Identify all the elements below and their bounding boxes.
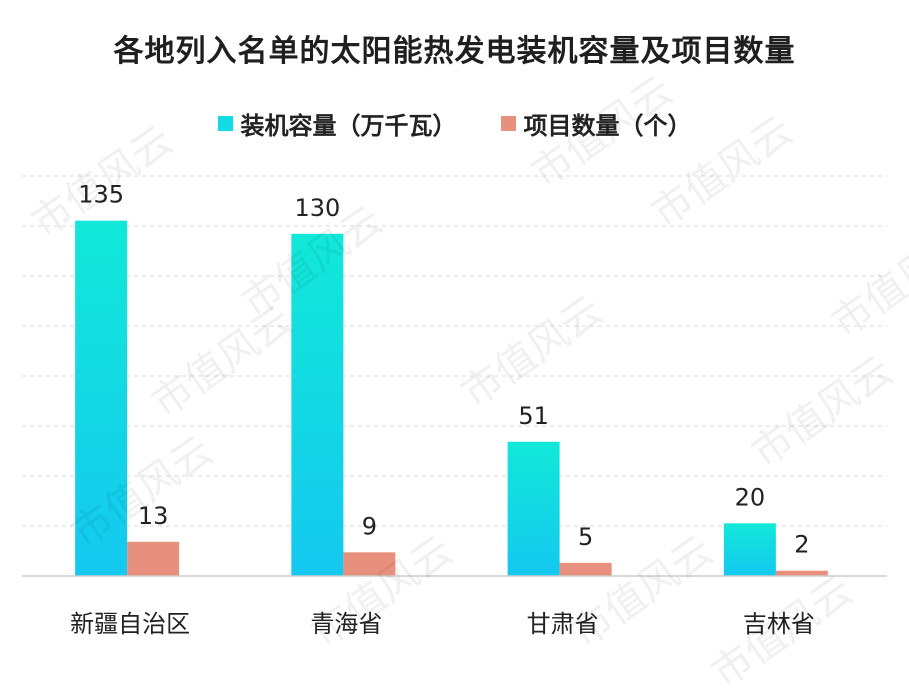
x-tick-label: 吉林省: [743, 610, 815, 638]
legend-label-count: 项目数量（个）: [523, 112, 692, 140]
label-project-count: 13: [138, 502, 169, 530]
label-project-count: 2: [794, 531, 809, 559]
bar-capacity: [75, 220, 128, 577]
bar-capacity: [723, 523, 776, 576]
label-capacity: 135: [78, 181, 124, 209]
legend-swatch-count: [500, 116, 516, 131]
bar-project-count: [559, 562, 612, 576]
legend: 装机容量（万千瓦） 项目数量（个）: [0, 106, 909, 141]
legend-label-capacity: 装机容量（万千瓦）: [240, 112, 457, 140]
label-capacity: 130: [294, 194, 340, 222]
legend-item-capacity: 装机容量（万千瓦）: [217, 106, 457, 141]
x-axis: 新疆自治区 青海省 甘肃省 吉林省: [22, 575, 887, 638]
x-tick-label: 青海省: [310, 610, 382, 638]
data-labels: 135 13 130 9 51 5 20 2: [78, 181, 809, 559]
plot-area: 135 13 130 9 51 5 20 2 新疆自治区 青海省 甘肃省 吉林省: [22, 175, 887, 638]
x-tick-label: 甘肃省: [527, 610, 599, 638]
label-project-count: 9: [362, 512, 377, 540]
bar-capacity: [291, 233, 344, 576]
legend-swatch-capacity: [217, 116, 233, 131]
chart-title: 各地列入名单的太阳能热发电装机容量及项目数量: [113, 34, 796, 69]
legend-item-count: 项目数量（个）: [500, 106, 692, 141]
bar-project-count: [775, 570, 828, 576]
bar-capacity: [507, 441, 560, 576]
bar-project-count: [343, 552, 396, 576]
gridlines: [22, 175, 887, 527]
label-project-count: 5: [578, 523, 593, 551]
bars: [75, 220, 828, 577]
label-capacity: 20: [735, 483, 766, 511]
label-capacity: 51: [518, 402, 549, 430]
bar-project-count: [127, 541, 180, 576]
x-tick-label: 新疆自治区: [70, 610, 190, 638]
chart: 各地列入名单的太阳能热发电装机容量及项目数量 装机容量（万千瓦） 项目数量（个）…: [0, 34, 909, 697]
